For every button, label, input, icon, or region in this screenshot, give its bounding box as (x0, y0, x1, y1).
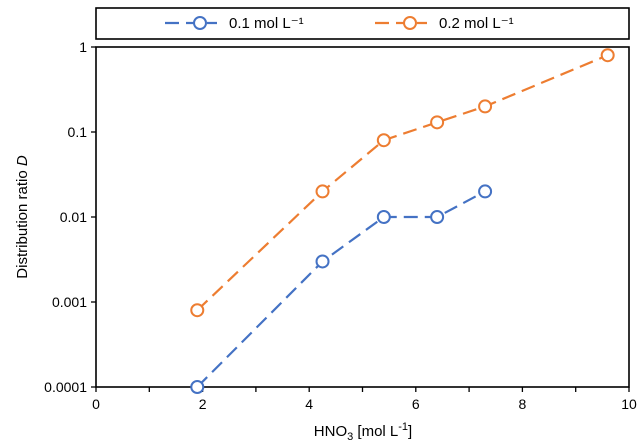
y-tick-label: 1 (79, 39, 87, 55)
data-point (430, 210, 445, 224)
series-2 (190, 48, 615, 318)
data-point (376, 210, 391, 224)
legend-frame (95, 7, 630, 40)
legend-label: 0.2 mol L⁻¹ (439, 15, 514, 32)
x-tick-label: 2 (199, 396, 207, 412)
x-title-unit-sup: -1 (398, 421, 408, 433)
data-point (190, 303, 205, 318)
x-tick-label: 8 (519, 396, 527, 412)
y-tick-label: 0.01 (60, 209, 87, 225)
legend: 0.1 mol L⁻¹ 0.2 mol L⁻¹ (95, 7, 630, 40)
legend-item-2: 0.2 mol L⁻¹ (375, 15, 514, 32)
y-axis: 0.0001 0.001 0.01 0.1 1 (44, 39, 96, 395)
legend-marker (193, 16, 207, 30)
x-title-unit-prefix: [mol L (353, 423, 398, 440)
x-tick-label: 10 (621, 396, 637, 412)
data-point (315, 184, 330, 199)
y-tick-label: 0.001 (52, 294, 87, 310)
data-point (315, 254, 330, 269)
legend-item-1: 0.1 mol L⁻¹ (165, 15, 304, 32)
data-point (478, 184, 493, 199)
legend-marker (403, 16, 417, 30)
data-point (430, 115, 445, 130)
x-title-main: HNO (314, 423, 347, 440)
data-point (376, 133, 391, 148)
x-title-sub: 3 (347, 431, 353, 441)
series-1 (190, 184, 493, 394)
y-title-prefix: Distribution ratio (14, 166, 31, 279)
series-layer (190, 48, 615, 394)
x-tick-label: 0 (92, 396, 100, 412)
series-line (196, 54, 609, 312)
plot-area (95, 46, 630, 388)
legend-label: 0.1 mol L⁻¹ (229, 15, 304, 32)
x-title-unit-suffix: ] (408, 423, 412, 440)
y-title-italic: D (14, 155, 31, 166)
data-point (478, 99, 493, 114)
x-axis: 0 2 4 6 8 10 (92, 387, 637, 412)
data-point (600, 48, 615, 63)
x-tick-label: 4 (305, 396, 313, 412)
y-axis-title: Distribution ratio D (14, 155, 31, 279)
y-tick-label: 0.1 (68, 124, 88, 140)
y-tick-label: 0.0001 (44, 379, 87, 395)
data-point (190, 380, 205, 394)
x-axis-title: HNO3 [mol L-1] (314, 421, 412, 441)
x-tick-label: 6 (412, 396, 420, 412)
